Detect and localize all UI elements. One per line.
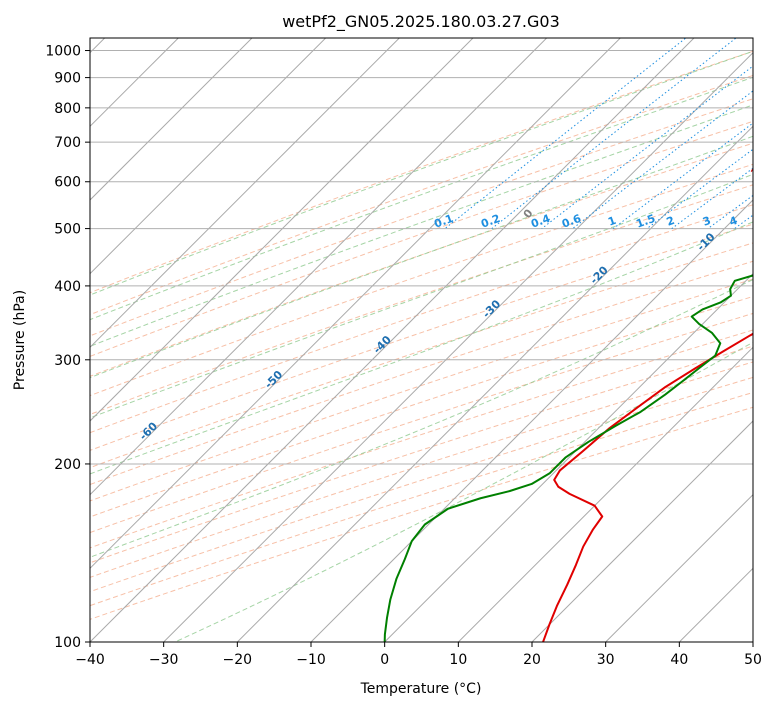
isotherm-line [604, 493, 753, 642]
moist-adiabat-line [90, 221, 753, 475]
dry-adiabat-line [90, 278, 753, 502]
sounding-series [383, 274, 753, 642]
x-axis-label: Temperature (°C) [360, 681, 482, 697]
y-tick-label: 900 [54, 71, 81, 87]
dry-adiabats [90, 50, 753, 620]
isotherms [90, 38, 753, 642]
dry-adiabat-line [90, 260, 753, 486]
x-axis: −40 −30 −20 −10 0 10 20 30 40 50 [75, 642, 762, 668]
mixing-ratio-label: 3 [701, 214, 713, 229]
x-tick-label: 0 [380, 652, 389, 668]
y-tick-label: 100 [54, 635, 81, 651]
dry-adiabat-line [90, 345, 753, 564]
mixing-ratio-label: 1 [606, 214, 618, 229]
dry-adiabat-line [90, 74, 753, 316]
dewpoint-profile-line [383, 274, 753, 642]
isobar-gridlines [90, 50, 753, 642]
x-tick-label: 30 [597, 652, 615, 668]
y-tick-label: 200 [54, 457, 81, 473]
dry-adiabat-line [90, 204, 753, 434]
plot-frame [89, 37, 754, 643]
x-tick-label: 50 [744, 652, 762, 668]
y-tick-label: 1000 [45, 44, 81, 60]
isotherm-line [90, 38, 327, 275]
mixing-ratio-label: 1.5 [634, 212, 657, 231]
moist-adiabat-label: 10 [748, 159, 768, 179]
mixing-ratio-label: 0.4 [529, 212, 552, 231]
dry-adiabat-line [90, 223, 753, 451]
plot-area: 0.10.20.40.611.52346810131620253036-100-… [90, 38, 768, 642]
mixing-ratio-line [491, 38, 737, 229]
isotherm-line [90, 38, 401, 349]
x-tick-label: −10 [296, 652, 326, 668]
y-axis: 1000 900 800 700 600 500 400 300 200 100 [45, 44, 90, 651]
dry-adiabat-line [90, 295, 753, 518]
x-tick-label: −30 [149, 652, 179, 668]
chart-title: wetPf2_GN05.2025.180.03.27.G03 [282, 12, 560, 32]
y-axis-label: Pressure (hPa) [12, 290, 28, 390]
x-tick-label: −40 [75, 652, 105, 668]
dry-adiabat-line [90, 98, 753, 337]
dry-adiabat-line [90, 361, 753, 578]
isotherm-line [531, 420, 753, 642]
mixing-ratio-line [541, 65, 753, 229]
dry-adiabat-line [90, 142, 753, 377]
mixing-ratio-line [671, 167, 753, 229]
y-tick-label: 500 [54, 222, 81, 238]
mixing-ratio-line [612, 122, 753, 229]
mixing-ratio-lines [444, 38, 753, 229]
mixing-ratio-label: 0.2 [479, 212, 502, 231]
isotherm-line [90, 38, 548, 496]
isotherm-line [310, 199, 753, 642]
dry-adiabat-line [90, 120, 753, 357]
mixing-ratio-label: 0.6 [560, 212, 583, 231]
temperature-profile-line [542, 332, 753, 642]
y-tick-label: 600 [54, 175, 81, 191]
mixing-ratio-label: 2 [665, 214, 677, 229]
isotherm-line [90, 38, 253, 201]
dry-adiabat-line [90, 329, 753, 549]
isotherm-line [90, 38, 695, 642]
y-tick-label: 700 [54, 135, 81, 151]
isotherm-line [236, 125, 753, 642]
mixing-ratio-label: 4 [728, 214, 740, 229]
mixing-ratio-label: 0.1 [432, 212, 455, 231]
isotherm-line [383, 272, 753, 642]
mixing-ratio-line [444, 38, 687, 229]
x-tick-label: 40 [670, 652, 688, 668]
y-tick-label: 300 [54, 353, 81, 369]
x-tick-label: −20 [223, 652, 253, 668]
isotherm-line [162, 51, 753, 642]
isotherm-line [90, 38, 622, 570]
isotherm-line [90, 38, 474, 422]
y-tick-label: 800 [54, 101, 81, 117]
x-tick-label: 10 [449, 652, 467, 668]
y-tick-label: 400 [54, 279, 81, 295]
x-tick-label: 20 [523, 652, 541, 668]
dry-adiabat-line [90, 50, 753, 294]
